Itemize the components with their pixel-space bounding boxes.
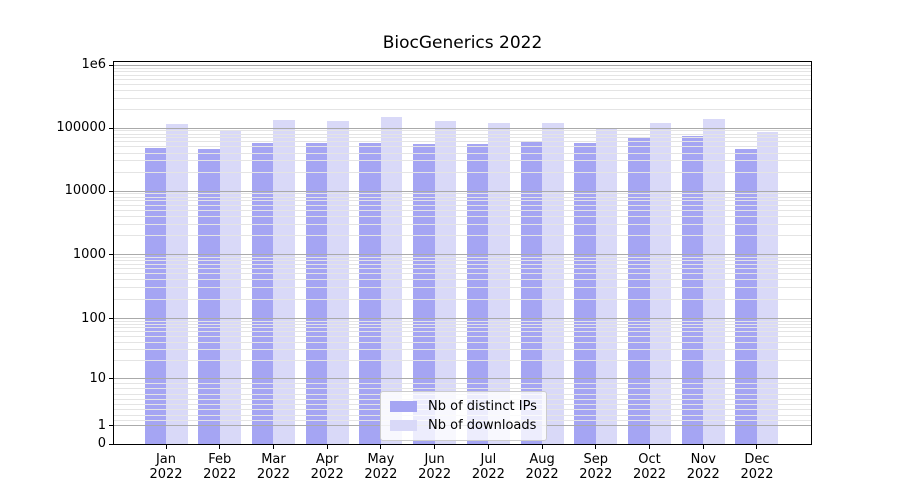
bar-downloads-dec [756, 131, 779, 444]
bar-downloads-feb [219, 131, 242, 444]
bar-ips-nov [681, 136, 704, 444]
x-tick-year: 2022 [364, 467, 398, 482]
x-tick-year: 2022 [525, 467, 559, 482]
x-tick-mark [165, 445, 167, 449]
bar-downloads-apr [327, 121, 349, 444]
x-tick-year: 2022 [632, 467, 667, 482]
y-tick-mark [109, 64, 113, 66]
bar-downloads-mar [273, 119, 295, 444]
y-tick-mark [109, 127, 113, 129]
x-tick-mark [487, 445, 489, 449]
y-tick-label: 10000 [64, 183, 106, 198]
x-tick-mark [649, 445, 651, 449]
x-tick-label-apr: Apr 2022 [297, 452, 357, 482]
y-tick-label: 10 [89, 370, 106, 386]
legend-label-downloads: Nb of downloads [428, 418, 537, 433]
plot-area [113, 61, 812, 445]
bar-downloads-jan [166, 124, 188, 444]
bar-ips-oct [628, 137, 650, 444]
legend: Nb of distinct IPs Nb of downloads [380, 391, 547, 441]
y-tick-label: 100000 [56, 120, 106, 135]
x-tick-year: 2022 [740, 467, 774, 482]
x-tick-year: 2022 [418, 467, 452, 482]
bar-downloads-jul [488, 122, 510, 444]
bar-ips-jun [413, 143, 435, 444]
bar-downloads-oct [649, 123, 672, 444]
y-tick-mark [109, 378, 113, 379]
x-tick-mark [595, 445, 597, 449]
bar-downloads-sep [595, 128, 618, 444]
x-tick-label-nov: Nov 2022 [673, 452, 733, 482]
x-tick-label-may: May 2022 [351, 452, 411, 482]
x-tick-label-jan: Jan 2022 [136, 452, 196, 482]
bar-ips-may [359, 142, 381, 444]
x-tick-label-oct: Oct 2022 [620, 452, 680, 482]
y-tick-label: 1000 [72, 246, 106, 262]
legend-item-downloads: Nb of downloads [390, 416, 537, 435]
y-tick-mark [109, 190, 113, 192]
bar-downloads-jun [434, 121, 457, 444]
y-tick-mark [109, 254, 113, 255]
bar-downloads-aug [542, 123, 564, 444]
x-tick-mark [541, 445, 543, 449]
x-tick-label-jul: Jul 2022 [458, 452, 518, 482]
bar-downloads-nov [703, 119, 725, 444]
x-tick-year: 2022 [203, 467, 237, 482]
x-tick-mark [702, 445, 704, 449]
x-tick-year: 2022 [310, 467, 344, 482]
x-tick-year: 2022 [256, 467, 290, 482]
x-tick-label-sep: Sep 2022 [566, 452, 626, 482]
y-tick-label: 1 [97, 417, 106, 433]
x-tick-label-feb: Feb 2022 [190, 452, 250, 482]
x-tick-year: 2022 [149, 467, 183, 482]
bar-ips-mar [251, 142, 274, 444]
legend-item-distinct-ips: Nb of distinct IPs [390, 397, 537, 416]
x-tick-label-jun: Jun 2022 [405, 452, 465, 482]
x-tick-label-mar: Mar 2022 [243, 452, 303, 482]
x-tick-year: 2022 [579, 467, 613, 482]
y-tick-mark [109, 425, 113, 426]
bar-ips-jul [466, 144, 489, 444]
y-tick-label: 1e6 [81, 57, 106, 73]
y-tick-label: 0 [97, 436, 106, 451]
bar-ips-feb [198, 149, 220, 444]
bars-layer [114, 62, 811, 444]
x-tick-mark [326, 445, 328, 449]
bar-ips-apr [305, 142, 328, 444]
bar-ips-jan [144, 147, 166, 444]
x-tick-label-aug: Aug 2022 [512, 452, 572, 482]
x-tick-mark [380, 445, 382, 449]
y-tick-label: 100 [81, 310, 106, 326]
legend-swatch-distinct-ips [390, 401, 417, 412]
bar-ips-dec [735, 149, 757, 444]
bar-ips-aug [520, 141, 543, 444]
x-tick-label-dec: Dec 2022 [727, 452, 787, 482]
x-tick-mark [219, 445, 221, 449]
y-tick-mark [109, 443, 113, 445]
legend-label-distinct-ips: Nb of distinct IPs [428, 399, 537, 414]
legend-swatch-downloads [390, 420, 417, 431]
x-tick-mark [272, 445, 274, 449]
bar-downloads-may [380, 117, 403, 444]
y-tick-mark [109, 318, 113, 319]
x-tick-year: 2022 [686, 467, 720, 482]
x-tick-mark [756, 445, 758, 449]
bar-ips-sep [574, 143, 596, 444]
chart-title: BiocGenerics 2022 [382, 33, 543, 53]
x-tick-year: 2022 [471, 467, 505, 482]
x-tick-mark [434, 445, 436, 449]
